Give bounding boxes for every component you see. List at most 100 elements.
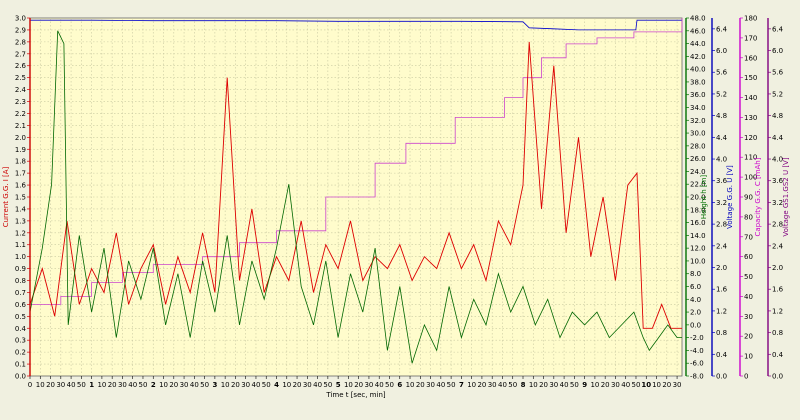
x-tick-label: 10 <box>529 381 538 389</box>
x-tick-label: 50 <box>447 381 456 389</box>
x-tick-label: 10 <box>406 381 415 389</box>
y-tick-label-capacity: 30 <box>744 313 753 321</box>
y-axis-label-current: Current G.G. I [A] <box>2 166 10 227</box>
y-tick-label-current: 2.2 <box>15 110 26 118</box>
y-tick-label-voltage_gg: 0.0 <box>716 373 727 381</box>
y-tick-label-height: 8.0 <box>690 270 701 278</box>
y-axes: 0.0 0.1 0.2 0.3 0.4 0.5 0.6 0.7 0.8 0.9 1.0 1.1 1.2 1… <box>2 15 790 381</box>
x-tick-label: 30 <box>426 381 435 389</box>
y-tick-label-voltage_gg: 1.6 <box>716 286 728 294</box>
x-tick-label: 4 <box>274 381 279 389</box>
y-tick-label-capacity: 0 <box>744 373 748 381</box>
y-tick-label-height: 38.0 <box>690 78 706 86</box>
y-tick-label-current: 2.4 <box>15 86 27 94</box>
x-tick-label: 40 <box>560 381 569 389</box>
y-tick-label-height: -4.0 <box>690 347 704 355</box>
x-tick-label: 50 <box>508 381 517 389</box>
y-tick-label-voltage_gg: 0.4 <box>716 351 728 359</box>
y-tick-label-capacity: 70 <box>744 233 753 241</box>
y-tick-label-capacity: 150 <box>744 74 757 82</box>
x-tick-label: 10 <box>344 381 353 389</box>
x-tick-label: 40 <box>375 381 384 389</box>
x-tick-label: 20 <box>354 381 363 389</box>
y-tick-label-voltage_gs: 1.6 <box>772 286 784 294</box>
y-tick-label-voltage_gg: 4.0 <box>716 156 727 164</box>
y-tick-label-voltage_gg: 0.8 <box>716 329 727 337</box>
y-axis-label-voltage_gs: Voltage GS1.GS2 U [V] <box>782 157 790 236</box>
y-tick-label-current: 1.1 <box>15 241 26 249</box>
y-tick-label-voltage_gs: 6.4 <box>772 25 784 33</box>
y-tick-label-current: 2.9 <box>15 26 26 34</box>
y-tick-label-capacity: 10 <box>744 353 753 361</box>
y-tick-label-height: 32.0 <box>690 117 706 125</box>
y-tick-label-height: 4.0 <box>690 296 701 304</box>
y-tick-label-height: 44.0 <box>690 40 706 48</box>
y-tick-label-capacity: 120 <box>744 134 757 142</box>
y-tick-label-height: -8.0 <box>690 373 704 381</box>
y-tick-label-current: 0.7 <box>15 289 26 297</box>
x-tick-label: 10 <box>590 381 599 389</box>
series-group <box>29 18 683 364</box>
y-tick-label-current: 1.3 <box>15 217 26 225</box>
x-axis-label: Time t [sec, min] <box>325 391 386 399</box>
x-tick-label: 30 <box>56 381 65 389</box>
x-tick-label: 30 <box>488 381 497 389</box>
y-tick-label-height: 20.0 <box>690 194 706 202</box>
y-tick-label-height: 26.0 <box>690 155 706 163</box>
y-tick-label-voltage_gs: 4.8 <box>772 112 783 120</box>
y-tick-label-voltage_gg: 5.6 <box>716 69 728 77</box>
y-tick-label-height: 16.0 <box>690 219 706 227</box>
x-tick-label: 50 <box>632 381 641 389</box>
x-tick-label: 9 <box>582 381 587 389</box>
series-line-capacity <box>30 18 683 305</box>
x-tick-label: 8 <box>521 381 526 389</box>
y-tick-label-current: 2.7 <box>15 50 26 58</box>
series-line-height <box>29 30 682 364</box>
y-tick-label-height: 42.0 <box>690 53 706 61</box>
x-tick-label: 50 <box>77 381 86 389</box>
y-tick-label-current: 0.2 <box>15 349 26 357</box>
y-tick-label-capacity: 130 <box>744 114 757 122</box>
x-tick-label: 20 <box>169 381 178 389</box>
y-tick-label-capacity: 60 <box>744 253 753 261</box>
y-tick-label-current: 2.8 <box>15 38 26 46</box>
y-tick-label-capacity: 100 <box>744 174 757 182</box>
y-tick-label-height: 46.0 <box>690 27 706 35</box>
x-tick-label: 50 <box>323 381 332 389</box>
y-tick-label-voltage_gg: 2.8 <box>716 221 727 229</box>
x-tick-label: 20 <box>293 381 302 389</box>
y-tick-label-current: 1.0 <box>15 253 26 261</box>
y-tick-label-voltage_gs: 1.2 <box>772 307 783 315</box>
y-tick-label-voltage_gs: 2.0 <box>772 264 783 272</box>
x-tick-label: 10 <box>652 381 661 389</box>
y-tick-label-height: 40.0 <box>690 66 706 74</box>
x-tick-label: 40 <box>436 381 445 389</box>
y-tick-label-current: 0.6 <box>15 301 27 309</box>
y-tick-label-capacity: 50 <box>744 273 753 281</box>
y-tick-label-voltage_gg: 6.0 <box>716 47 727 55</box>
y-tick-label-capacity: 180 <box>744 15 757 23</box>
x-tick-label: 30 <box>611 381 620 389</box>
x-tick-label: 20 <box>231 381 240 389</box>
x-tick-label: 3 <box>212 381 217 389</box>
x-tick-label: 40 <box>313 381 322 389</box>
x-tick-label: 2 <box>151 381 156 389</box>
x-tick-label: 10 <box>97 381 106 389</box>
y-tick-label-voltage_gs: 3.2 <box>772 199 783 207</box>
y-tick-label-current: 1.7 <box>15 170 26 178</box>
x-tick-label: 30 <box>673 381 682 389</box>
y-tick-label-current: 0.3 <box>15 337 26 345</box>
x-tick-label: 10 <box>36 381 45 389</box>
y-tick-label-current: 2.1 <box>15 122 26 130</box>
y-tick-label-current: 0.9 <box>15 265 26 273</box>
x-tick-label: 20 <box>601 381 610 389</box>
x-tick-label: 10 <box>641 381 651 389</box>
y-tick-label-height: -2.0 <box>690 334 704 342</box>
x-tick-label: 10 <box>467 381 476 389</box>
x-tick-label: 5 <box>336 381 341 389</box>
y-tick-label-voltage_gg: 3.6 <box>716 177 728 185</box>
y-tick-label-current: 3.0 <box>15 15 26 23</box>
y-tick-label-voltage_gs: 2.8 <box>772 221 783 229</box>
x-tick-label: 40 <box>621 381 630 389</box>
x-tick-label: 30 <box>180 381 189 389</box>
